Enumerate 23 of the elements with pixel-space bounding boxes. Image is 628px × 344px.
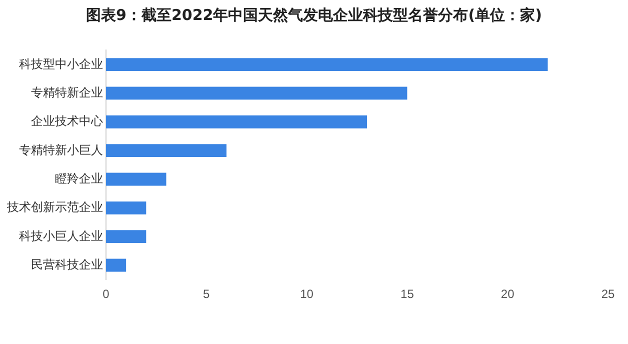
x-tick-label: 25 [601,287,615,302]
x-tick-label: 10 [300,287,314,302]
bar [106,201,146,214]
bar [106,258,126,272]
bar [106,115,368,128]
bar [106,144,226,158]
bar [106,172,166,186]
chart-title: 图表9：截至2022年中国天然气发电企业科技型名誉分布(单位：家) [85,6,543,25]
y-tick-label: 科技小巨人企业 [19,228,103,243]
y-tick-label: 技术创新示范企业 [6,200,103,214]
x-tick-label: 20 [500,287,515,302]
y-tick-label: 企业技术中心 [31,114,103,128]
y-tick-label: 民营科技企业 [31,258,103,272]
bar [106,58,548,71]
y-tick-label: 科技型中小企业 [19,56,103,71]
x-tick-label: 0 [102,287,110,302]
bar [106,230,146,244]
x-tick-label: 15 [400,287,414,302]
y-tick-label: 瞪羚企业 [55,172,103,186]
bar [106,86,408,100]
y-tick-label: 专精特新小巨人 [19,142,103,157]
x-tick-label: 5 [203,287,210,302]
y-tick-label: 专精特新企业 [31,86,103,100]
